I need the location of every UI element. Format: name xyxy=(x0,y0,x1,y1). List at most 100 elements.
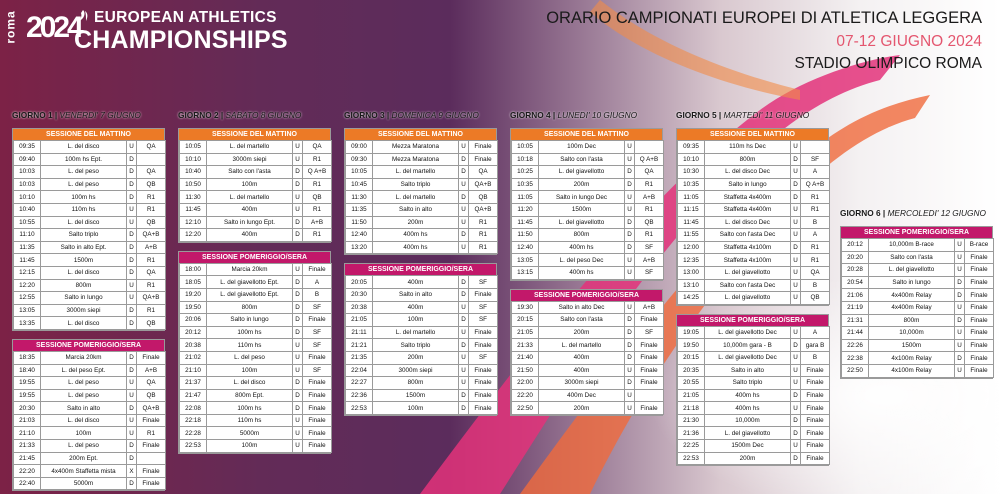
event-name: 10,000m B-race xyxy=(868,238,955,252)
table-row: 21:44 10,000m U Finale xyxy=(841,326,994,340)
event-gender: D xyxy=(292,388,303,403)
event-gender: U xyxy=(624,190,635,204)
event-name: Salto con l'asta Dec xyxy=(704,278,791,293)
event-time: 22:38 xyxy=(841,351,869,365)
event-name: 400m xyxy=(206,202,293,217)
event-time: 20:12 xyxy=(841,238,869,252)
event-name: L. del martello xyxy=(538,338,625,352)
event-round: A+B xyxy=(136,240,166,255)
event-name: Salto triplo xyxy=(372,338,459,352)
event-time: 20:54 xyxy=(841,275,869,290)
event-venue: STADIO OLIMPICO ROMA xyxy=(794,55,982,72)
session-table: SESSIONE POMERIGGIO/SERA 20:05 400m D SF 20:3… xyxy=(344,263,498,416)
day-label: GIORNO 5 xyxy=(676,110,717,120)
table-row: 12:00 Staffetta 4x100m D R1 xyxy=(677,240,830,255)
event-round: Finale xyxy=(468,140,498,154)
day-date: VENERDI' 7 GIUGNO xyxy=(59,110,141,120)
event-time: 11:35 xyxy=(13,240,41,255)
event-round: Finale xyxy=(800,363,830,378)
table-row: 19:55 L. del peso U QB xyxy=(13,388,166,403)
event-gender: D xyxy=(292,228,303,242)
event-time: 21:02 xyxy=(179,350,207,365)
event-round: Finale xyxy=(136,476,166,491)
event-time: 20:55 xyxy=(677,376,705,390)
table-row: 11:50 800m D R1 xyxy=(511,228,664,242)
event-gender: U xyxy=(292,202,303,217)
event-time: 18:40 xyxy=(13,363,41,378)
event-name: 4x100m Relay xyxy=(868,363,955,378)
event-time: 11:45 xyxy=(13,253,41,267)
event-gender: D xyxy=(126,190,137,204)
event-gender: D xyxy=(458,275,469,289)
event-round: Finale xyxy=(800,439,830,453)
day-title: GIORNO 6 | MERCOLEDI' 12 GIUGNO xyxy=(840,208,986,218)
session-table: SESSIONE DEL MATTINO 09:35 110m hs Dec U 10:… xyxy=(676,128,830,306)
event-round: R1 xyxy=(302,202,332,217)
table-row: 11:45 L. del giavellotto D QB xyxy=(511,215,664,230)
event-round: QB xyxy=(468,190,498,204)
event-gender: U xyxy=(790,265,801,280)
event-time: 09:40 xyxy=(13,152,41,167)
event-time: 20:20 xyxy=(841,250,869,265)
event-gender: U xyxy=(458,177,469,192)
day-column: GIORNO 4 | LUNEDI' 10 GIUGNO SESSIONE DEL… xyxy=(510,110,664,424)
event-round: QA+B xyxy=(468,202,498,217)
table-row: 18:00 Marcia 20km U Finale xyxy=(179,262,332,277)
event-round: R1 xyxy=(302,228,332,242)
event-gender: U xyxy=(126,215,137,230)
table-row: 21:05 100m D SF xyxy=(345,313,498,327)
event-time: 12:15 xyxy=(13,265,41,280)
event-gender: U xyxy=(790,165,801,179)
event-name: Salto in alto Ept. xyxy=(40,240,127,255)
event-name: L. del giavellotto xyxy=(538,215,625,230)
event-time: 22:28 xyxy=(179,426,207,441)
event-time: 21:30 xyxy=(677,413,705,428)
event-round: Finale xyxy=(302,313,332,327)
event-round: A+B xyxy=(302,215,332,230)
event-time: 22:25 xyxy=(677,439,705,453)
event-name: 5000m xyxy=(206,426,293,441)
event-name: L. del disco xyxy=(40,140,127,154)
event-time: 11:50 xyxy=(345,215,373,230)
event-round: QB xyxy=(800,291,830,305)
event-round: Finale xyxy=(634,350,664,365)
event-name: 100m hs Ept. xyxy=(40,152,127,167)
event-round: Finale xyxy=(302,426,332,441)
event-name: Staffetta 4x400m xyxy=(704,202,791,217)
event-gender: D xyxy=(624,165,635,179)
table-row: 20:15 Salto con l'asta D Finale xyxy=(511,313,664,327)
day-date: MERCOLEDI' 12 GIUGNO xyxy=(887,208,986,218)
event-time: 20:35 xyxy=(677,363,705,378)
table-row: 09:30 Mezza Maratona D Finale xyxy=(345,152,498,167)
event-gender: U xyxy=(790,325,801,340)
table-row: 21:36 L. del giavellotto D Finale xyxy=(677,426,830,441)
event-round: A+B xyxy=(136,363,166,378)
event-time: 21:06 xyxy=(841,288,869,302)
event-name: 1500m xyxy=(538,202,625,217)
table-row: 11:35 Salto in alto Ept. D A+B xyxy=(13,240,166,255)
day-column: GIORNO 1 | VENERDI' 7 GIUGNO SESSIONE DEL… xyxy=(12,110,166,494)
event-round: Finale xyxy=(964,250,994,265)
table-row: 10:05 L. del martello U QA xyxy=(179,140,332,154)
logo-line-1: EUROPEAN ATHLETICS xyxy=(94,9,277,26)
event-time: 09:35 xyxy=(13,140,41,154)
session-table: SESSIONE POMERIGGIO/SERA 20:12 10,000m B-r… xyxy=(840,226,994,379)
table-row: 11:55 Salto con l'asta Dec U A xyxy=(677,228,830,242)
event-gender: U xyxy=(624,388,635,403)
event-gender: U xyxy=(954,250,965,265)
table-row: 13:35 L. del disco D QB xyxy=(13,316,166,330)
event-gender: D xyxy=(624,313,635,327)
event-gender: U xyxy=(790,439,801,453)
event-name: 100m xyxy=(206,439,293,453)
event-gender: U xyxy=(790,253,801,267)
event-name: L. del giavellotto Dec xyxy=(704,325,791,340)
event-time: 21:19 xyxy=(841,300,869,315)
event-name: Staffetta 4x100m xyxy=(704,240,791,255)
event-round: Finale xyxy=(964,300,994,315)
event-gender: D xyxy=(954,275,965,290)
event-round xyxy=(800,140,830,154)
table-row: 10:10 800m D SF xyxy=(677,152,830,167)
event-round: Finale xyxy=(800,413,830,428)
event-time: 22:50 xyxy=(841,363,869,378)
table-row: 20:05 400m D SF xyxy=(345,275,498,289)
